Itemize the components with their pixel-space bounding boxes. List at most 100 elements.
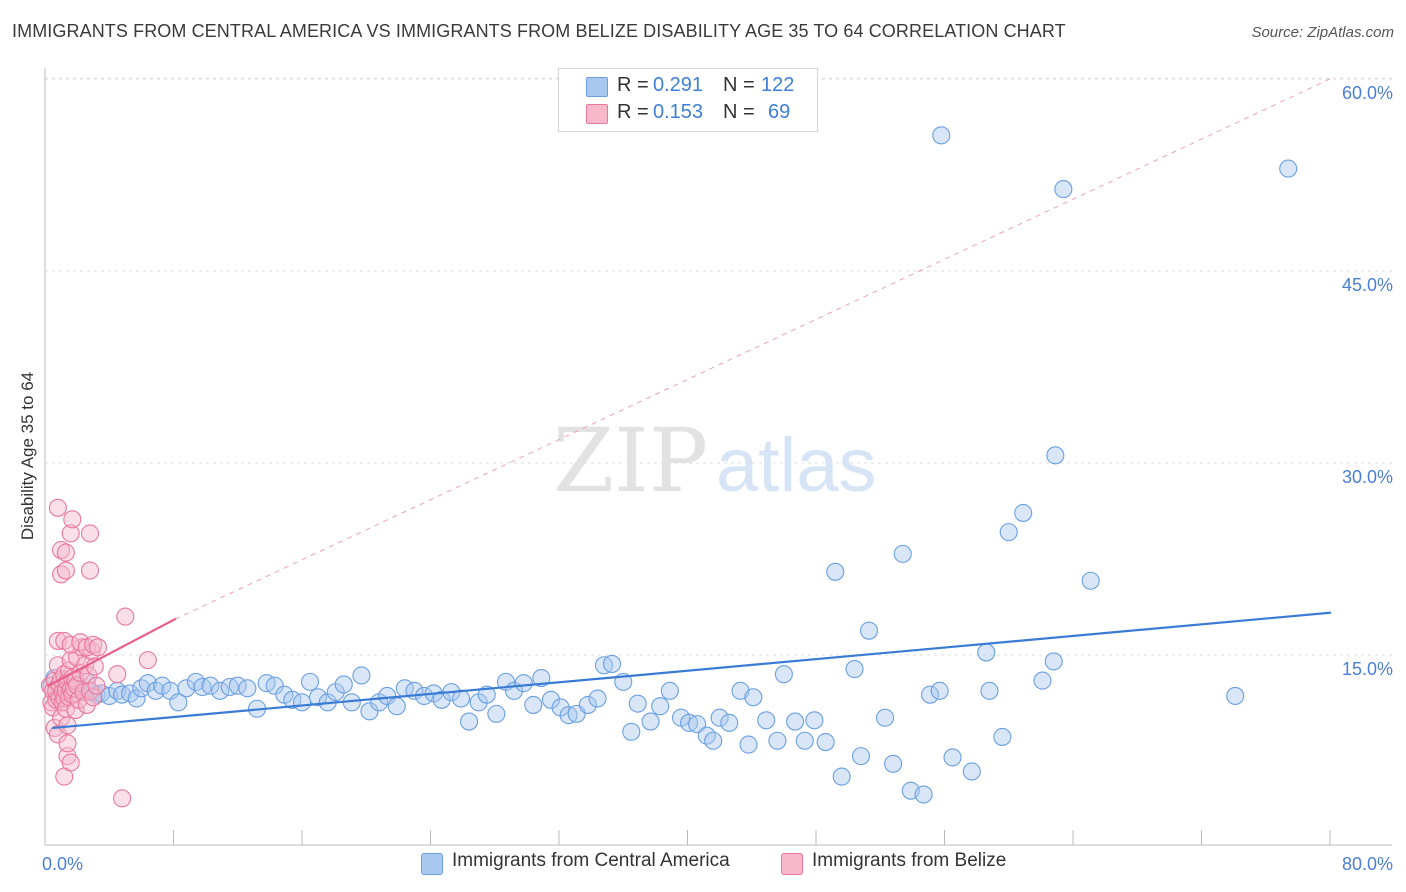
- data-point-belize: [52, 540, 71, 560]
- y-tick-label: 30.0%: [1342, 467, 1393, 487]
- bottom-legend-swatch-belize: [781, 853, 803, 875]
- watermark-atlas: atlas: [716, 423, 877, 508]
- data-point-central-america: [786, 712, 805, 731]
- legend: R = 0.291 N = 122 R = 0.153 N = 69: [558, 68, 818, 132]
- data-point-central-america: [962, 762, 981, 781]
- series-belize-points: [40, 498, 157, 808]
- data-point-central-america: [739, 735, 758, 754]
- legend-r-value: 0.153: [653, 101, 704, 123]
- legend-n-value: 122: [761, 74, 795, 96]
- data-point-belize: [61, 753, 80, 772]
- data-point-belize: [80, 561, 100, 580]
- data-point-central-america: [487, 704, 506, 723]
- data-point-central-america: [387, 697, 406, 716]
- data-point-central-america: [704, 731, 723, 750]
- data-point-central-america: [432, 690, 451, 709]
- legend-n-value: 69: [768, 101, 791, 123]
- data-point-central-america: [300, 672, 320, 691]
- legend-r-label: R =: [617, 74, 649, 96]
- x-tick-label: 0.0%: [42, 854, 83, 874]
- data-point-central-america: [1014, 503, 1033, 522]
- data-point-central-america: [127, 689, 146, 708]
- y-tick-label: 60.0%: [1342, 83, 1393, 103]
- data-point-central-america: [588, 689, 607, 708]
- data-point-central-america: [914, 785, 933, 804]
- y-tick-label: 45.0%: [1342, 275, 1393, 295]
- data-point-central-america: [622, 722, 641, 741]
- data-point-central-america: [660, 681, 679, 700]
- data-point-central-america: [292, 693, 312, 712]
- legend-swatch-belize: [586, 104, 608, 124]
- data-point-central-america: [211, 681, 230, 700]
- data-point-central-america: [352, 666, 371, 685]
- chart-title: IMMIGRANTS FROM CENTRAL AMERICA VS IMMIG…: [12, 21, 1066, 41]
- series-central-america-points: [42, 126, 1298, 804]
- data-point-central-america: [177, 679, 196, 698]
- data-point-central-america: [744, 688, 763, 707]
- watermark-zip: ZIP: [553, 409, 708, 512]
- data-point-central-america: [805, 711, 824, 730]
- trend-line-central-america: [51, 611, 1332, 730]
- data-point-central-america: [826, 562, 845, 581]
- data-point-central-america: [884, 754, 903, 773]
- data-point-central-america: [602, 654, 622, 674]
- data-point-central-america: [859, 621, 879, 640]
- data-point-central-america: [309, 688, 328, 707]
- legend-row-central-america: R = 0.291 N = 122: [559, 74, 817, 100]
- data-point-central-america: [628, 694, 647, 713]
- data-point-central-america: [169, 693, 188, 712]
- data-point-central-america: [920, 685, 940, 704]
- y-tick-label: 15.0%: [1342, 659, 1393, 679]
- data-point-belize: [63, 510, 82, 529]
- data-point-belize: [80, 524, 100, 543]
- data-point-central-america: [514, 674, 533, 693]
- x-tick-labels: 0.0% 80.0%: [42, 854, 1393, 874]
- trend-extension: [174, 78, 1331, 620]
- data-point-central-america: [757, 711, 776, 730]
- data-point-belize: [66, 700, 85, 720]
- source-label: Source: ZipAtlas.com: [1251, 24, 1394, 41]
- data-point-belize: [88, 638, 108, 657]
- trend-line-belize: [47, 618, 177, 687]
- trend-lines: [47, 611, 1332, 730]
- data-point-central-america: [993, 727, 1012, 746]
- data-point-central-america: [893, 544, 912, 563]
- bottom-legend-swatch-central-america: [421, 853, 443, 875]
- data-point-central-america: [851, 747, 871, 766]
- data-point-belize: [138, 651, 157, 670]
- data-point-central-america: [816, 732, 835, 752]
- data-point-central-america: [1044, 652, 1063, 671]
- data-point-central-america: [1081, 571, 1100, 590]
- data-point-central-america: [532, 668, 551, 688]
- data-point-central-america: [980, 681, 999, 700]
- data-point-central-america: [477, 685, 496, 704]
- bottom-legend-belize: Immigrants from Belize: [812, 850, 1007, 871]
- y-tick-labels: 15.0% 30.0% 45.0% 60.0%: [1342, 83, 1393, 679]
- legend-swatch-central-america: [586, 77, 608, 97]
- y-axis-label: Disability Age 35 to 64: [18, 372, 37, 540]
- data-point-belize: [58, 734, 77, 753]
- data-point-central-america: [459, 712, 479, 731]
- gridlines: [45, 77, 1392, 656]
- legend-n-label: N =: [723, 74, 755, 96]
- data-point-central-america: [651, 697, 670, 716]
- data-point-central-america: [977, 643, 996, 662]
- data-point-central-america: [845, 660, 864, 679]
- data-point-central-america: [930, 681, 949, 700]
- data-point-central-america: [1279, 159, 1298, 178]
- data-point-central-america: [1226, 686, 1245, 706]
- data-point-central-america: [774, 665, 793, 684]
- data-point-belize: [84, 688, 103, 707]
- data-point-belize: [56, 543, 75, 562]
- data-point-belize: [77, 695, 96, 714]
- data-point-central-america: [1054, 180, 1073, 199]
- data-point-central-america: [795, 731, 814, 750]
- data-point-belize: [56, 561, 75, 580]
- data-point-central-america: [710, 708, 729, 727]
- axes: [44, 68, 1392, 846]
- trend-line-belize-extension: [174, 78, 1331, 620]
- data-point-belize: [61, 524, 80, 543]
- data-point-belize: [48, 498, 67, 517]
- data-point-central-america: [832, 767, 851, 786]
- data-point-central-america: [451, 689, 471, 708]
